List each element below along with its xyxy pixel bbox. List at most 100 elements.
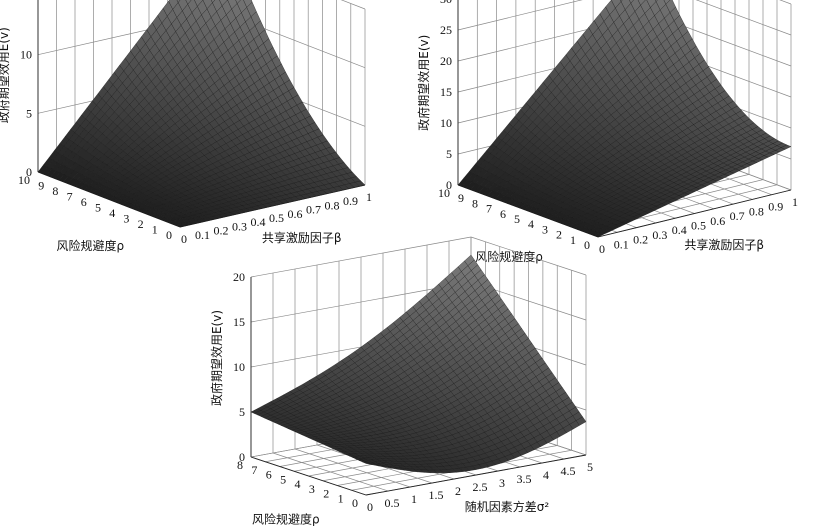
z-tick-label: 10 — [233, 360, 245, 374]
y-tick-label: 8 — [237, 458, 243, 472]
z-tick-label: 20 — [233, 270, 245, 284]
y-tick-label: 7 — [67, 190, 73, 204]
surface-cell — [575, 416, 587, 426]
x-tick-label: 0.2 — [214, 224, 229, 238]
x-tick-label: 0.7 — [306, 203, 321, 217]
z-axis-label: 政府期望效用E(v) — [416, 35, 431, 131]
z-tick-label: 0 — [26, 165, 32, 179]
y-tick-label: 2 — [138, 217, 144, 231]
y-tick-label: 0 — [584, 238, 590, 252]
z-tick-label: 0 — [239, 450, 245, 464]
x-tick-label: 2.5 — [473, 480, 488, 494]
x-tick-label: 0.3 — [232, 219, 247, 233]
y-tick-label: 10 — [438, 186, 450, 200]
x-tick-label: 0.8 — [325, 198, 340, 212]
y-tick-label: 6 — [81, 195, 87, 209]
z-tick-label: 20 — [440, 54, 452, 68]
x-tick-label: 4 — [543, 468, 549, 482]
surface-mesh — [37, 0, 366, 228]
y-tick-label: 9 — [38, 179, 44, 193]
x-axis-label: 共享激励因子β — [262, 230, 342, 245]
x-tick-label: 0.9 — [768, 200, 783, 214]
x-tick-label: 0.7 — [730, 209, 745, 223]
surface-mesh — [457, 0, 792, 238]
y-tick-label: 6 — [500, 207, 506, 221]
y-axis-label: 风险规避度ρ — [475, 249, 543, 264]
y-tick-label: 5 — [514, 212, 520, 226]
x-tick-label: 0.2 — [633, 233, 648, 247]
z-tick-label: 15 — [440, 85, 452, 99]
x-axis-line — [365, 454, 587, 496]
y-tick-label: 7 — [486, 202, 492, 216]
x-tick-label: 0.5 — [385, 496, 400, 510]
surface-plot-2: 05101520253000.10.20.30.40.50.60.70.80.9… — [416, 0, 798, 264]
x-tick-label: 0.8 — [749, 204, 764, 218]
z-tick-label: 15 — [20, 0, 32, 3]
y-tick-label: 5 — [95, 201, 101, 215]
x-tick-label: 0.6 — [288, 207, 303, 221]
x-tick-label: 0.1 — [614, 237, 629, 251]
y-tick-label: 7 — [251, 463, 257, 477]
y-tick-label: 2 — [556, 228, 562, 242]
x-tick-label: 0.5 — [691, 219, 706, 233]
x-tick-label: 0.1 — [195, 228, 210, 242]
y-tick-label: 5 — [280, 472, 286, 486]
y-axis-label: 风险规避度ρ — [252, 512, 320, 527]
z-tick-label: 0 — [446, 178, 452, 192]
y-tick-label: 6 — [266, 468, 272, 482]
backwall-z-gridline — [250, 236, 472, 278]
x-tick-label: 0.3 — [652, 228, 667, 242]
x-tick-label: 0.6 — [710, 214, 725, 228]
surface-cell — [629, 0, 634, 4]
surface-cell — [235, 0, 241, 4]
x-axis-label: 随机因素方差σ² — [465, 499, 550, 514]
surface-cell — [211, 0, 216, 4]
y-tick-label: 4 — [295, 477, 301, 491]
y-tick-label: 4 — [109, 206, 115, 220]
y-tick-label: 10 — [18, 173, 30, 187]
z-tick-label: 30 — [440, 0, 452, 6]
y-tick-label: 3 — [309, 482, 315, 496]
y-tick-label: 1 — [152, 223, 158, 237]
x-tick-label: 0.4 — [251, 215, 266, 229]
y-tick-label: 0 — [166, 228, 172, 242]
x-tick-label: 0 — [367, 500, 373, 514]
surface-cell — [185, 0, 192, 5]
x-tick-label: 0.9 — [343, 194, 358, 208]
x-tick-label: 0 — [181, 232, 187, 246]
y-tick-label: 1 — [570, 233, 576, 247]
surface-plot-1: 05101500.10.20.30.40.50.60.70.80.9101234… — [0, 0, 372, 253]
x-tick-label: 4.5 — [561, 464, 576, 478]
x-tick-label: 3 — [499, 476, 505, 490]
x-tick-label: 3.5 — [517, 472, 532, 486]
z-tick-label: 15 — [233, 315, 245, 329]
y-tick-label: 8 — [52, 184, 58, 198]
surface-cell — [780, 144, 792, 150]
surface-mesh — [250, 254, 587, 474]
z-tick-label: 10 — [20, 48, 32, 62]
z-tick-label: 10 — [440, 116, 452, 130]
z-tick-label: 5 — [239, 405, 245, 419]
x-axis-label: 共享激励因子β — [684, 237, 764, 252]
x-tick-label: 2 — [455, 484, 461, 498]
x-tick-label: 1 — [411, 492, 417, 506]
z-tick-label: 5 — [26, 106, 32, 120]
y-tick-label: 3 — [123, 212, 129, 226]
y-tick-label: 2 — [323, 487, 329, 501]
y-tick-label: 8 — [472, 196, 478, 210]
x-tick-label: 0.5 — [269, 211, 284, 225]
y-axis-line — [250, 456, 367, 496]
x-tick-label: 5 — [587, 460, 593, 474]
z-tick-label: 25 — [440, 23, 452, 37]
x-tick-label: 0 — [599, 242, 605, 256]
x-tick-label: 1.5 — [429, 488, 444, 502]
surface-cell — [355, 180, 366, 187]
y-axis-label: 风险规避度ρ — [56, 238, 124, 253]
surface-cell — [176, 0, 181, 3]
y-tick-label: 1 — [338, 491, 344, 505]
y-tick-label: 9 — [458, 191, 464, 205]
x-tick-label: 1 — [366, 190, 372, 204]
y-tick-label: 0 — [352, 496, 358, 510]
